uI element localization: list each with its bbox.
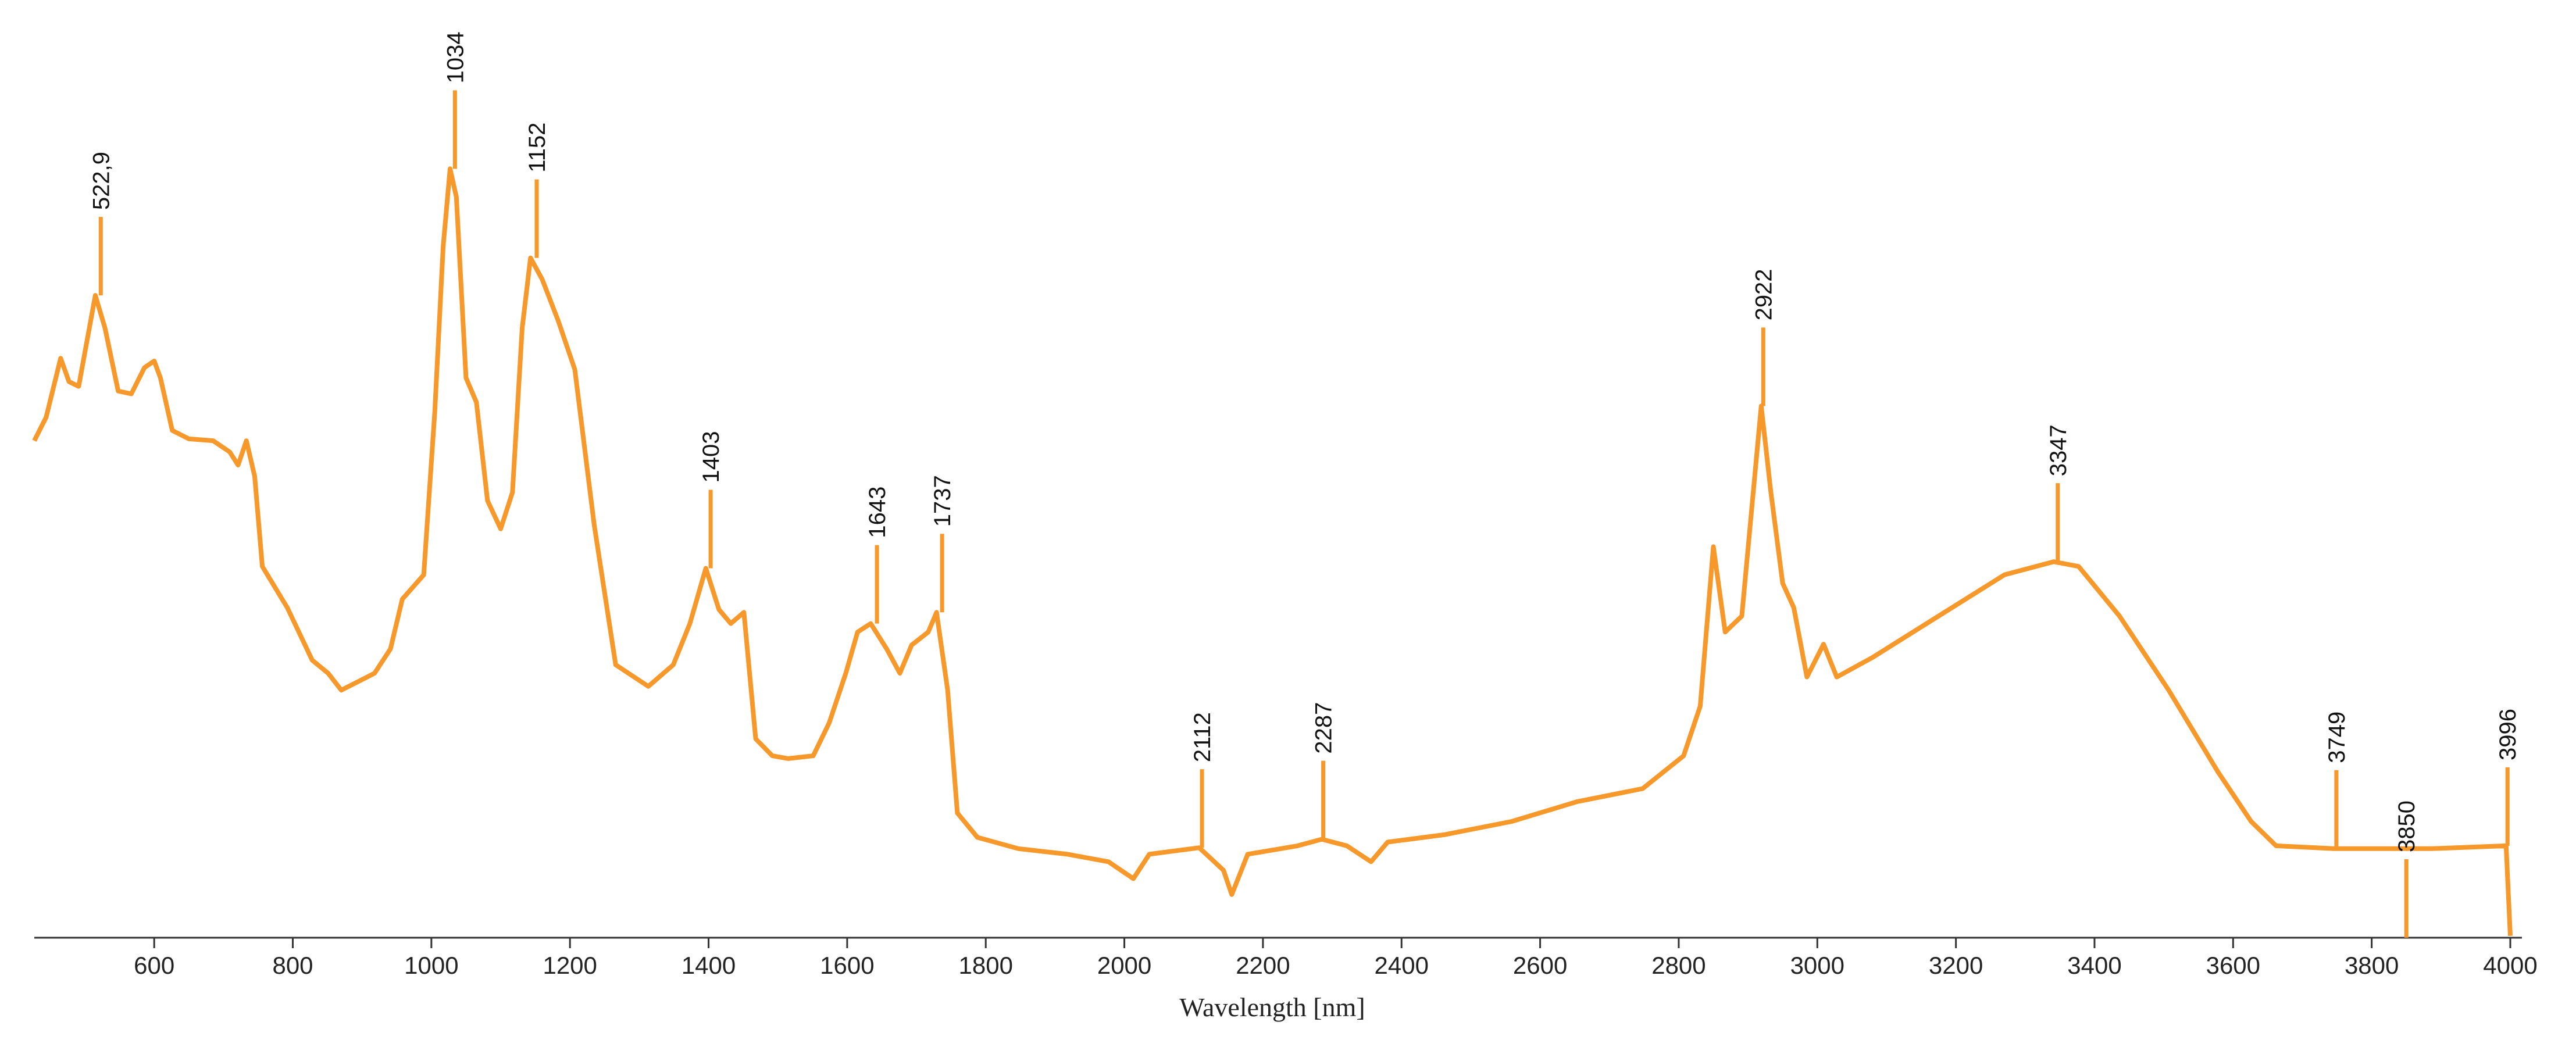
annotation-label: 2112 — [1190, 712, 1215, 762]
annotation-label: 1152 — [525, 123, 550, 173]
x-tick-label: 3600 — [2206, 952, 2260, 979]
x-tick-label: 800 — [272, 952, 313, 979]
x-tick-label: 1800 — [959, 952, 1013, 979]
annotation-label: 2922 — [1751, 269, 1776, 320]
x-tick-label: 3200 — [1929, 952, 1983, 979]
annotation-label: 3347 — [2046, 424, 2071, 476]
annotation-label: 1403 — [698, 431, 724, 483]
x-axis-title: Wavelength [nm] — [1179, 992, 1365, 1022]
x-tick-label: 1600 — [820, 952, 874, 979]
x-tick-label: 2200 — [1236, 952, 1290, 979]
annotation-label: 2287 — [1311, 702, 1337, 754]
x-tick-label: 1000 — [404, 952, 458, 979]
x-tick-label: 2400 — [1375, 952, 1429, 979]
x-tick-label: 1400 — [682, 952, 736, 979]
x-tick-label: 2000 — [1097, 952, 1151, 979]
x-tick-label: 4000 — [2483, 952, 2537, 979]
x-tick-label: 3800 — [2345, 952, 2399, 979]
annotation-label: 3996 — [2495, 709, 2521, 760]
x-tick-label: 2600 — [1513, 952, 1567, 979]
spectrum-line — [32, 166, 2513, 936]
x-tick-label: 600 — [134, 952, 174, 979]
x-tick-label: 1200 — [543, 952, 597, 979]
annotation-label: 1737 — [930, 475, 955, 527]
annotation-label: 3749 — [2324, 712, 2350, 763]
x-tick-label: 3000 — [1790, 952, 1844, 979]
annotation-label: 1643 — [865, 487, 890, 538]
x-tick-label: 2800 — [1651, 952, 1706, 979]
annotation-label: 1034 — [443, 31, 468, 83]
annotation-label: 522,9 — [88, 152, 114, 210]
x-tick-label: 3400 — [2067, 952, 2121, 979]
annotation-label: 3850 — [2394, 801, 2420, 852]
